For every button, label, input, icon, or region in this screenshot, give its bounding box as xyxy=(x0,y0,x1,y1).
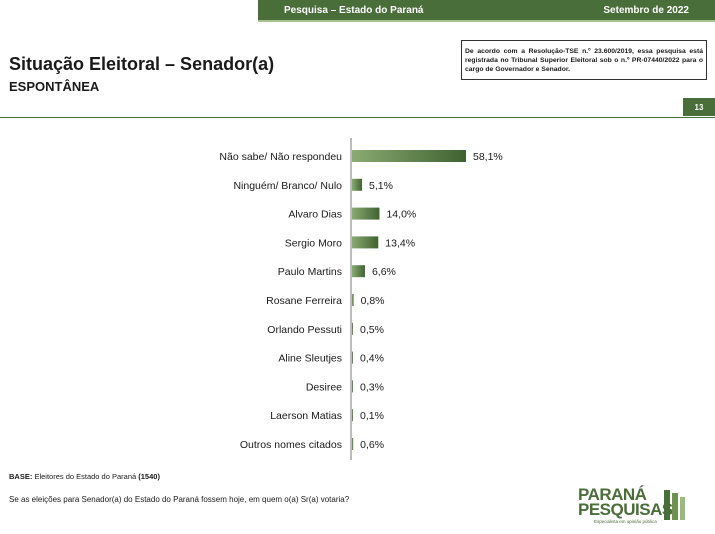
value-label: 0,8% xyxy=(361,295,385,307)
logo-line2: PESQUISAS xyxy=(578,500,673,519)
logo-tagline: Especialista em opinião pública xyxy=(594,519,657,524)
base-label: BASE: xyxy=(9,472,33,481)
category-label: Outros nomes citados xyxy=(240,439,342,451)
category-label: Não sabe/ Não respondeu xyxy=(219,151,342,163)
category-label: Desiree xyxy=(306,381,342,393)
page-title: Situação Eleitoral – Senador(a) xyxy=(9,54,275,74)
base-count: (1540) xyxy=(138,472,160,481)
bar xyxy=(352,236,379,249)
parana-pesquisas-logo: PARANÁ PESQUISAS Especialista em opinião… xyxy=(578,485,688,527)
bar-chart: Não sabe/ Não respondeu 58,1% Ninguém/ Bra… xyxy=(219,138,503,460)
logo-wordmark: PARANÁ PESQUISAS xyxy=(578,485,673,519)
value-label: 0,5% xyxy=(360,324,384,336)
bar xyxy=(352,322,353,335)
bar xyxy=(352,351,353,364)
header-underline xyxy=(258,20,715,22)
page-subtitle: ESPONTÂNEA xyxy=(9,79,100,94)
value-label: 0,1% xyxy=(360,410,384,422)
category-label: Paulo Martins xyxy=(278,266,342,278)
bar xyxy=(352,178,363,191)
page-number-badge: 13 xyxy=(683,98,715,116)
value-label: 5,1% xyxy=(369,180,393,192)
category-label: Sergio Moro xyxy=(285,237,342,249)
value-label: 0,4% xyxy=(360,353,384,365)
tse-notice-text: De acordo com a Resolução-TSE n.º 23.600… xyxy=(465,47,703,73)
bar xyxy=(352,294,354,306)
value-label: 14,0% xyxy=(386,209,416,221)
logo-line1: PARANÁ xyxy=(578,485,647,504)
bar xyxy=(352,380,353,393)
bar xyxy=(352,207,380,220)
category-label: Alvaro Dias xyxy=(288,209,342,221)
header-bar: Pesquisa – Estado do Paraná Setembro de … xyxy=(258,0,715,20)
base-text: Eleitores do Estado do Paraná xyxy=(34,472,137,481)
value-label: 13,4% xyxy=(385,237,415,249)
category-label: Orlando Pessuti xyxy=(267,324,342,336)
category-label: Aline Sleutjes xyxy=(278,353,342,365)
bar xyxy=(352,409,353,422)
bar xyxy=(352,438,354,450)
value-label: 0,6% xyxy=(360,439,384,451)
bar xyxy=(352,150,466,162)
value-label: 0,3% xyxy=(360,381,384,393)
base-note: BASE: Eleitores do Estado do Paraná (154… xyxy=(9,472,160,481)
header-rule xyxy=(0,117,715,118)
tse-notice-box: De acordo com a Resolução-TSE n.º 23.600… xyxy=(461,40,707,80)
header-date: Setembro de 2022 xyxy=(603,4,689,16)
header-survey-label: Pesquisa – Estado do Paraná xyxy=(284,4,424,16)
logo-stripes-icon xyxy=(664,490,685,520)
category-label: Laerson Matias xyxy=(270,410,342,422)
value-label: 6,6% xyxy=(372,266,396,278)
category-label: Ninguém/ Branco/ Nulo xyxy=(233,180,342,192)
bar xyxy=(352,265,365,278)
value-label: 58,1% xyxy=(473,151,503,163)
survey-question: Se as eleições para Senador(a) do Estado… xyxy=(9,495,350,504)
category-label: Rosane Ferreira xyxy=(266,295,342,307)
